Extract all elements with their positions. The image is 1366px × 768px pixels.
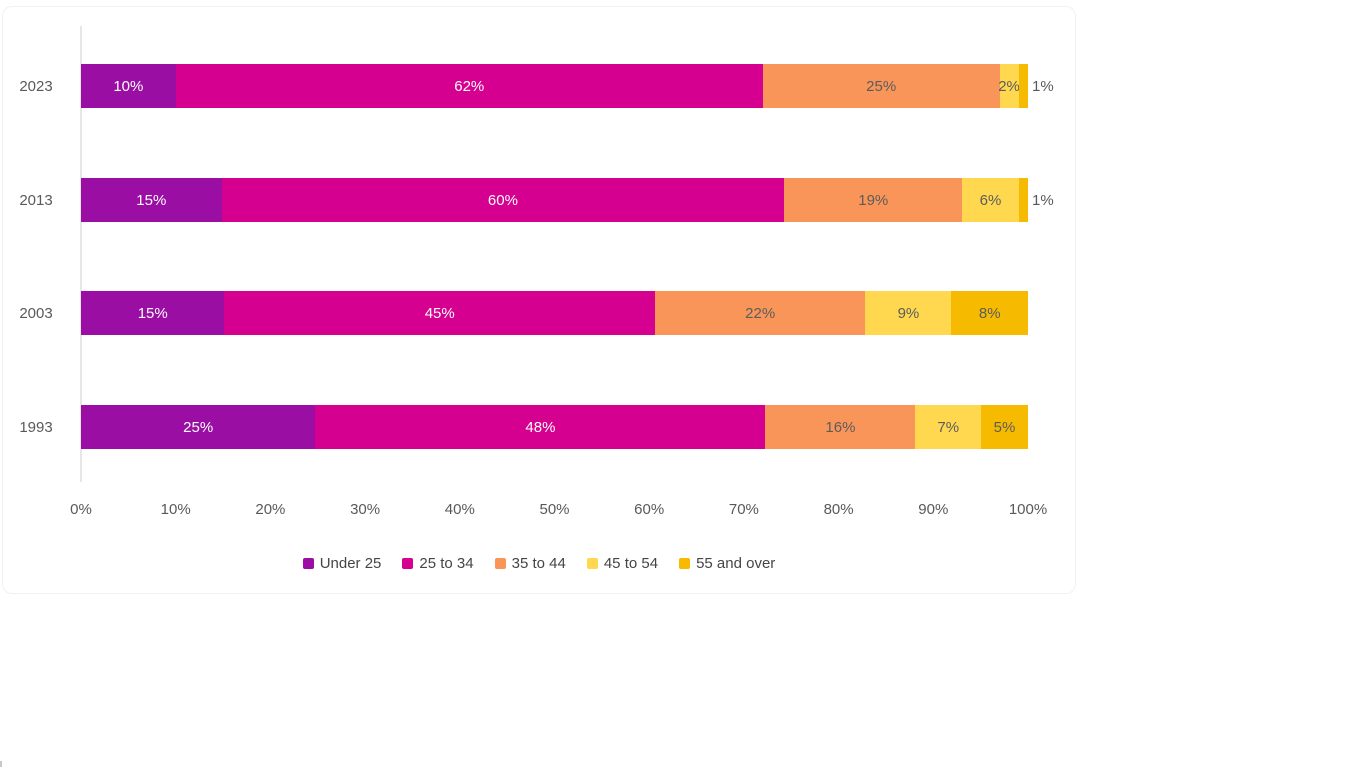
segment-value-label: 2% [998, 77, 1020, 95]
x-axis-tick-label: 40% [444, 501, 475, 518]
bar-segment[interactable]: 25% [81, 405, 316, 449]
segment-value-label: 8% [978, 304, 1001, 322]
x-axis-tick-label: 20% [255, 501, 286, 518]
x-axis-tick-label: 80% [823, 501, 854, 518]
stacked-bar: 10% 62% 25% 2% 1% [81, 64, 1054, 108]
segment-value-label: 9% [897, 304, 920, 322]
segment-value-label: 25% [183, 418, 214, 436]
stacked-bar: 15% 45% 22% 9% 8% [81, 291, 1028, 335]
x-axis-tick-label: 10% [160, 501, 191, 518]
segment-value-label-outside: 1% [1032, 77, 1054, 95]
bar-segment[interactable]: 48% [315, 405, 766, 449]
legend-item[interactable]: 25 to 34 [402, 554, 474, 572]
bar-segment[interactable]: 25% [762, 64, 1000, 108]
bar-segment[interactable]: 62% [175, 64, 763, 108]
x-axis-tick-label: 50% [539, 501, 570, 518]
category-label: 1993 [19, 418, 53, 436]
segment-value-label: 6% [979, 191, 1002, 209]
bar-segment[interactable]: 2% [998, 64, 1020, 108]
legend-swatch [494, 557, 506, 569]
legend-label: 45 to 54 [603, 554, 659, 572]
bar-segment[interactable] [1018, 64, 1028, 108]
x-axis-tick-label: 0% [70, 501, 92, 518]
legend: Under 25 25 to 34 35 to 44 45 to 54 55 and o… [3, 553, 1075, 573]
legend-swatch [302, 557, 314, 569]
legend-swatch [679, 557, 691, 569]
chart-card: 2023 10% 62% 25% 2% 1% 2013 15% 60% 19% 6% 1% 2003 15… [2, 6, 1076, 594]
legend-label: Under 25 [319, 554, 382, 572]
legend-label: 25 to 34 [419, 554, 474, 572]
legend-item[interactable]: 55 and over [679, 555, 775, 572]
y-axis-line [80, 26, 82, 482]
segment-value-label: 60% [487, 191, 518, 209]
legend-item[interactable]: 35 to 44 [494, 554, 566, 572]
x-axis-tick-label: 60% [634, 501, 665, 518]
category-label: 2003 [19, 304, 53, 322]
x-axis-tick-label: 30% [350, 501, 381, 518]
segment-value-label: 62% [454, 77, 485, 95]
bar-segment[interactable]: 15% [81, 291, 225, 335]
segment-value-label: 22% [745, 304, 776, 322]
bar-segment[interactable]: 22% [654, 291, 866, 335]
x-axis-tick-label: 90% [918, 501, 949, 518]
x-axis: 0% 10% 20% 30% 40% 50% 60% 70% 80% 90% 100% [70, 501, 1047, 519]
bar-segment[interactable]: 19% [784, 178, 963, 222]
segment-value-label: 15% [136, 191, 167, 209]
segment-value-label: 15% [137, 304, 168, 322]
bar-segment[interactable]: 5% [981, 405, 1028, 449]
segment-value-label: 25% [866, 77, 897, 95]
legend-swatch [586, 557, 598, 569]
segment-value-label: 48% [525, 418, 556, 436]
bar-segment[interactable]: 10% [81, 64, 176, 108]
category-label: 2013 [19, 191, 53, 209]
corner-artifact [0, 761, 2, 767]
legend-label: 35 to 44 [511, 554, 566, 572]
segment-value-label: 45% [424, 304, 455, 322]
bar-segment[interactable]: 6% [962, 178, 1019, 222]
segment-value-label: 7% [937, 418, 960, 436]
legend-label: 55 and over [696, 554, 776, 572]
stacked-bar: 15% 60% 19% 6% 1% [81, 178, 1054, 222]
bar-segment[interactable]: 45% [224, 291, 655, 335]
bar-segment[interactable]: 16% [765, 405, 916, 449]
x-axis-tick-label: 70% [728, 501, 759, 518]
segment-value-label: 5% [993, 418, 1016, 436]
segment-value-label: 10% [113, 77, 144, 95]
category-label: 2023 [19, 77, 53, 95]
stacked-bar: 25% 48% 16% 7% 5% [81, 405, 1028, 449]
bar-segment[interactable]: 8% [951, 291, 1028, 335]
legend-item[interactable]: 45 to 54 [586, 554, 659, 572]
segment-value-label: 16% [825, 418, 856, 436]
segment-value-label-outside: 1% [1032, 191, 1054, 209]
x-axis-tick-label: 100% [1008, 501, 1048, 518]
bar-segment[interactable] [1018, 178, 1028, 222]
legend-swatch [402, 557, 414, 569]
bar-segment[interactable]: 60% [221, 178, 785, 222]
legend-item[interactable]: Under 25 [302, 554, 382, 572]
bar-segment[interactable]: 15% [81, 178, 222, 222]
bar-segment[interactable]: 9% [865, 291, 952, 335]
segment-value-label: 19% [858, 191, 889, 209]
bar-segment[interactable]: 7% [915, 405, 982, 449]
